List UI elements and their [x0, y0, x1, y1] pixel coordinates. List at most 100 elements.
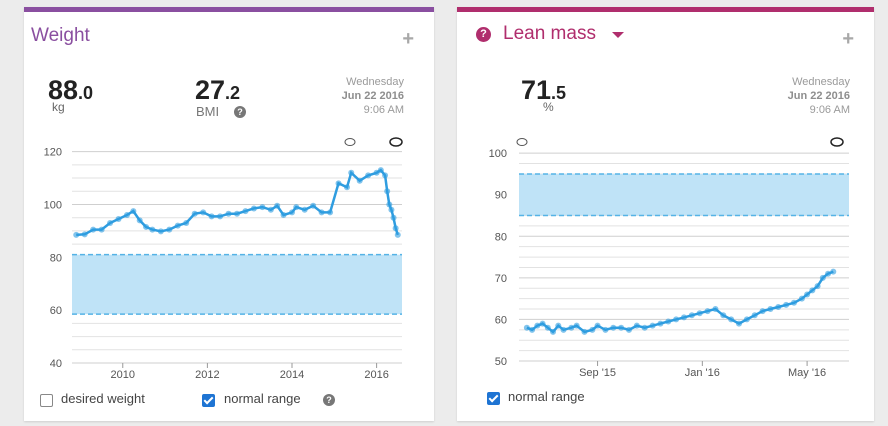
lean-mass-trend-line: [526, 270, 834, 334]
note-bubble-icon[interactable]: [344, 138, 356, 146]
y-tick-label: 70: [495, 273, 507, 285]
data-point: [633, 322, 640, 329]
data-point: [783, 301, 790, 308]
data-point: [696, 310, 703, 317]
desired-weight-label[interactable]: desired weight: [61, 391, 145, 406]
bmi-value-dec: .2: [225, 83, 241, 103]
y-tick-label: 60: [50, 305, 62, 317]
data-point: [751, 312, 758, 319]
data-point: [348, 169, 355, 176]
lean-normal-range-band: [519, 173, 849, 216]
add-weight-button[interactable]: +: [402, 28, 414, 50]
weight-series-line: [76, 168, 399, 237]
data-point: [327, 209, 334, 216]
data-point: [183, 219, 190, 226]
data-point: [555, 322, 562, 329]
data-point: [388, 206, 395, 213]
data-point: [274, 202, 281, 209]
data-point: [830, 268, 837, 275]
data-point: [743, 316, 750, 323]
data-point: [166, 226, 173, 233]
data-point: [704, 308, 711, 315]
y-tick-label: 100: [489, 148, 507, 160]
data-point: [544, 324, 551, 331]
weight-chart: 40 60 80 100 120 2010 2012 2014 2016: [44, 137, 403, 381]
data-point: [594, 322, 601, 329]
x-tick-label: Sep '15: [579, 367, 616, 379]
note-bubble-icon[interactable]: [830, 137, 844, 147]
weight-value: 88.0: [48, 75, 93, 106]
data-point: [242, 208, 249, 215]
normal-range-checkbox[interactable]: [202, 394, 215, 407]
data-point: [384, 188, 391, 195]
data-point: [390, 214, 397, 221]
lean-date-day: Wednesday: [792, 76, 850, 88]
lean-mass-chart: 50 60 70 80 90 100 Sep '15 Jan '16 May '16: [489, 137, 849, 379]
data-point: [225, 210, 232, 217]
data-point: [124, 212, 130, 219]
data-point: [534, 322, 541, 329]
data-point: [809, 287, 816, 294]
data-point: [250, 205, 257, 212]
data-point: [344, 184, 350, 191]
chevron-down-icon[interactable]: [612, 32, 624, 38]
data-point: [157, 228, 164, 235]
data-point: [819, 274, 826, 281]
data-point: [589, 326, 596, 333]
y-tick-label: 80: [495, 231, 507, 243]
desired-weight-checkbox[interactable]: [40, 394, 53, 407]
data-point: [267, 206, 274, 213]
data-point: [539, 320, 546, 327]
lean-mass-title[interactable]: Lean mass: [503, 23, 596, 44]
lean-date-date: Jun 22 2016: [787, 90, 850, 102]
data-point: [382, 172, 389, 179]
data-point: [767, 306, 774, 313]
data-point: [791, 299, 797, 306]
lean-mass-help-icon[interactable]: ?: [476, 27, 491, 42]
data-point: [550, 328, 557, 335]
weight-unit: kg: [52, 100, 65, 114]
x-tick-label: May '16: [788, 367, 826, 379]
data-point: [356, 177, 363, 184]
y-tick-label: 100: [44, 199, 62, 211]
data-point: [560, 326, 567, 333]
bmi-value-int: 27: [195, 75, 226, 105]
data-point: [814, 283, 821, 290]
data-point: [759, 308, 766, 315]
data-point: [804, 291, 811, 298]
weight-date: Wednesday Jun 22 2016 9:06 AM: [284, 75, 404, 117]
bmi-label: BMI: [196, 104, 220, 119]
data-point: [649, 322, 656, 329]
lean-mass-unit: %: [543, 100, 554, 114]
data-point: [289, 209, 295, 216]
data-point: [191, 210, 198, 217]
data-point: [392, 225, 399, 232]
normal-range-help-icon[interactable]: ?: [323, 394, 335, 406]
x-tick-label: 2016: [364, 369, 388, 381]
note-bubble-icon[interactable]: [389, 137, 403, 147]
data-point: [90, 226, 97, 233]
bmi-help-icon[interactable]: ?: [234, 106, 246, 118]
weight-date-day: Wednesday: [346, 76, 404, 88]
add-lean-mass-button[interactable]: +: [842, 28, 854, 50]
x-tick-label: 2010: [111, 369, 135, 381]
data-point: [602, 326, 609, 333]
lean-mass-card: ? Lean mass + 71.5 % Wednesday Jun 22 20…: [457, 7, 874, 421]
data-point: [130, 208, 137, 215]
data-point: [293, 204, 300, 211]
data-point: [394, 231, 401, 238]
data-point: [234, 210, 240, 217]
lean-normal-range-label[interactable]: normal range: [508, 389, 585, 404]
data-point: [712, 306, 719, 313]
x-tick-label: 2012: [195, 369, 219, 381]
weight-value-int: 88: [48, 75, 79, 105]
normal-range-label[interactable]: normal range: [224, 391, 301, 406]
lean-normal-range-checkbox[interactable]: [487, 392, 500, 405]
data-point: [626, 326, 632, 333]
note-bubble-icon[interactable]: [516, 138, 528, 146]
data-point: [81, 231, 88, 238]
data-point: [673, 316, 680, 323]
data-point: [280, 212, 287, 219]
data-point: [136, 217, 143, 224]
weight-card-title: Weight: [31, 25, 90, 46]
